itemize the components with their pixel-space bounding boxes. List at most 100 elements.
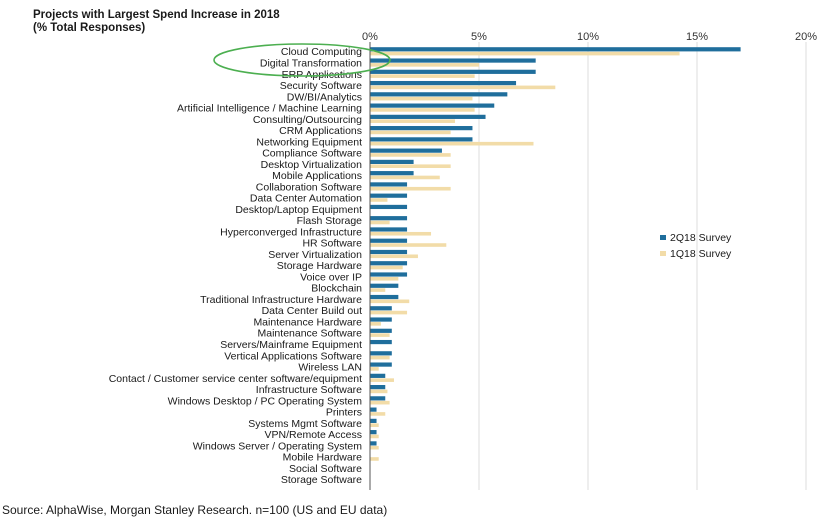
bar-1q18 [370, 175, 440, 180]
bar-2q18 [370, 227, 408, 232]
bar-2q18 [370, 171, 414, 176]
legend-swatch-1q18 [660, 251, 666, 256]
bar-1q18 [370, 412, 386, 416]
category-label: Consulting/Outsourcing [253, 114, 362, 126]
bar-1q18 [370, 85, 556, 90]
legend-swatch-2q18 [660, 235, 666, 240]
legend-label-1q18: 1Q18 Survey [670, 248, 732, 260]
chart-title: Projects with Largest Spend Increase in … [33, 9, 280, 21]
x-tick-label: 5% [471, 31, 487, 43]
bar-2q18 [370, 216, 408, 221]
category-label: Windows Server / Operating System [193, 440, 362, 452]
category-label: Flash Storage [297, 215, 363, 227]
bar-1q18 [370, 153, 451, 157]
bar-2q18 [370, 204, 408, 210]
bar-2q18 [370, 362, 392, 367]
bar-2q18 [370, 339, 392, 345]
bar-2q18 [370, 159, 414, 164]
bar-1q18 [370, 389, 388, 394]
category-label: CRM Applications [279, 125, 362, 137]
bar-2q18 [370, 294, 399, 300]
bar-2q18 [370, 148, 442, 153]
category-label: Digital Transformation [260, 57, 362, 69]
x-tick-label: 20% [795, 31, 817, 43]
bar-2q18 [370, 58, 536, 63]
bar-1q18 [370, 400, 390, 405]
category-label: Voice over IP [300, 271, 362, 283]
bar-2q18 [370, 126, 473, 131]
bar-2q18 [370, 137, 473, 142]
bar-2q18 [370, 272, 408, 277]
bar-1q18 [370, 265, 403, 270]
bar-1q18 [370, 445, 379, 450]
x-tick-label: 10% [577, 31, 599, 43]
bar-2q18 [370, 238, 408, 243]
category-label: DW/BI/Analytics [287, 91, 362, 103]
category-label: Desktop/Laptop Equipment [235, 204, 362, 216]
category-label: Vertical Applications Software [224, 350, 362, 362]
x-axis-ticks: 0% 5% 10% 15% 20% [362, 31, 817, 43]
category-label: Cloud Computing [281, 46, 362, 58]
bar-2q18 [370, 193, 408, 198]
bar-2q18 [370, 182, 408, 187]
category-label: HR Software [302, 238, 362, 250]
bar-1q18 [370, 423, 379, 427]
bar-1q18 [370, 231, 432, 236]
legend: 2Q18 Survey 1Q18 Survey [660, 232, 732, 260]
highlight-ellipse [213, 43, 391, 77]
bar-2q18 [370, 328, 392, 333]
bar-1q18 [370, 288, 386, 292]
bar-1q18 [370, 322, 381, 326]
category-label: ERP Applications [282, 69, 362, 81]
bar-1q18 [370, 378, 394, 382]
gridlines [478, 42, 807, 490]
bar-1q18 [370, 355, 390, 360]
bar-2q18 [370, 80, 517, 86]
bar-2q18 [370, 114, 486, 119]
bar-1q18 [370, 434, 379, 439]
bar-2q18 [370, 373, 386, 378]
bar-1q18 [370, 310, 408, 315]
bar-1q18 [370, 74, 475, 78]
bar-1q18 [370, 96, 473, 101]
category-label: Mobile Applications [272, 170, 362, 182]
bar-2q18 [370, 249, 408, 255]
category-label: Storage Hardware [277, 260, 362, 272]
bar-1q18 [370, 198, 388, 202]
bar-2q18 [370, 69, 536, 74]
category-label: Data Center Automation [250, 193, 362, 205]
bar-1q18 [370, 254, 418, 259]
category-label: Infrastructure Software [256, 384, 362, 396]
category-label: Traditional Infrastructure Hardware [200, 294, 362, 306]
bar-1q18 [370, 108, 475, 112]
category-label: Desktop Virtualization [261, 159, 363, 171]
bar-1q18 [370, 164, 451, 168]
category-label: Artificial Intelligence / Machine Learni… [177, 103, 362, 115]
x-tick-label: 15% [686, 31, 708, 43]
category-label: Server Virtualization [268, 249, 362, 261]
category-label: Mobile Hardware [283, 452, 363, 464]
bar-2q18 [370, 407, 377, 412]
category-label: Maintenance Software [258, 328, 363, 340]
bar-2q18 [370, 396, 386, 401]
bar-2q18 [370, 47, 741, 52]
bar-2q18 [370, 306, 392, 311]
bar-2q18 [370, 441, 377, 446]
category-label: Hyperconverged Infrastructure [220, 226, 362, 238]
category-label: Data Center Build out [262, 305, 362, 317]
category-label: Wireless LAN [298, 362, 362, 374]
bar-2q18 [370, 430, 377, 435]
bar-1q18 [370, 119, 456, 123]
bar-1q18 [370, 367, 379, 371]
category-label: Compliance Software [262, 148, 362, 160]
bar-1q18 [370, 141, 534, 146]
category-label: Servers/Mainframe Equipment [220, 339, 362, 351]
bar-1q18 [370, 186, 451, 191]
chart-subtitle: (% Total Responses) [33, 22, 145, 34]
bar-2q18 [370, 283, 399, 288]
bar-1q18 [370, 243, 447, 247]
legend-label-2q18: 2Q18 Survey [670, 232, 732, 244]
category-label: Windows Desktop / PC Operating System [168, 395, 363, 407]
bar-1q18 [370, 457, 379, 461]
